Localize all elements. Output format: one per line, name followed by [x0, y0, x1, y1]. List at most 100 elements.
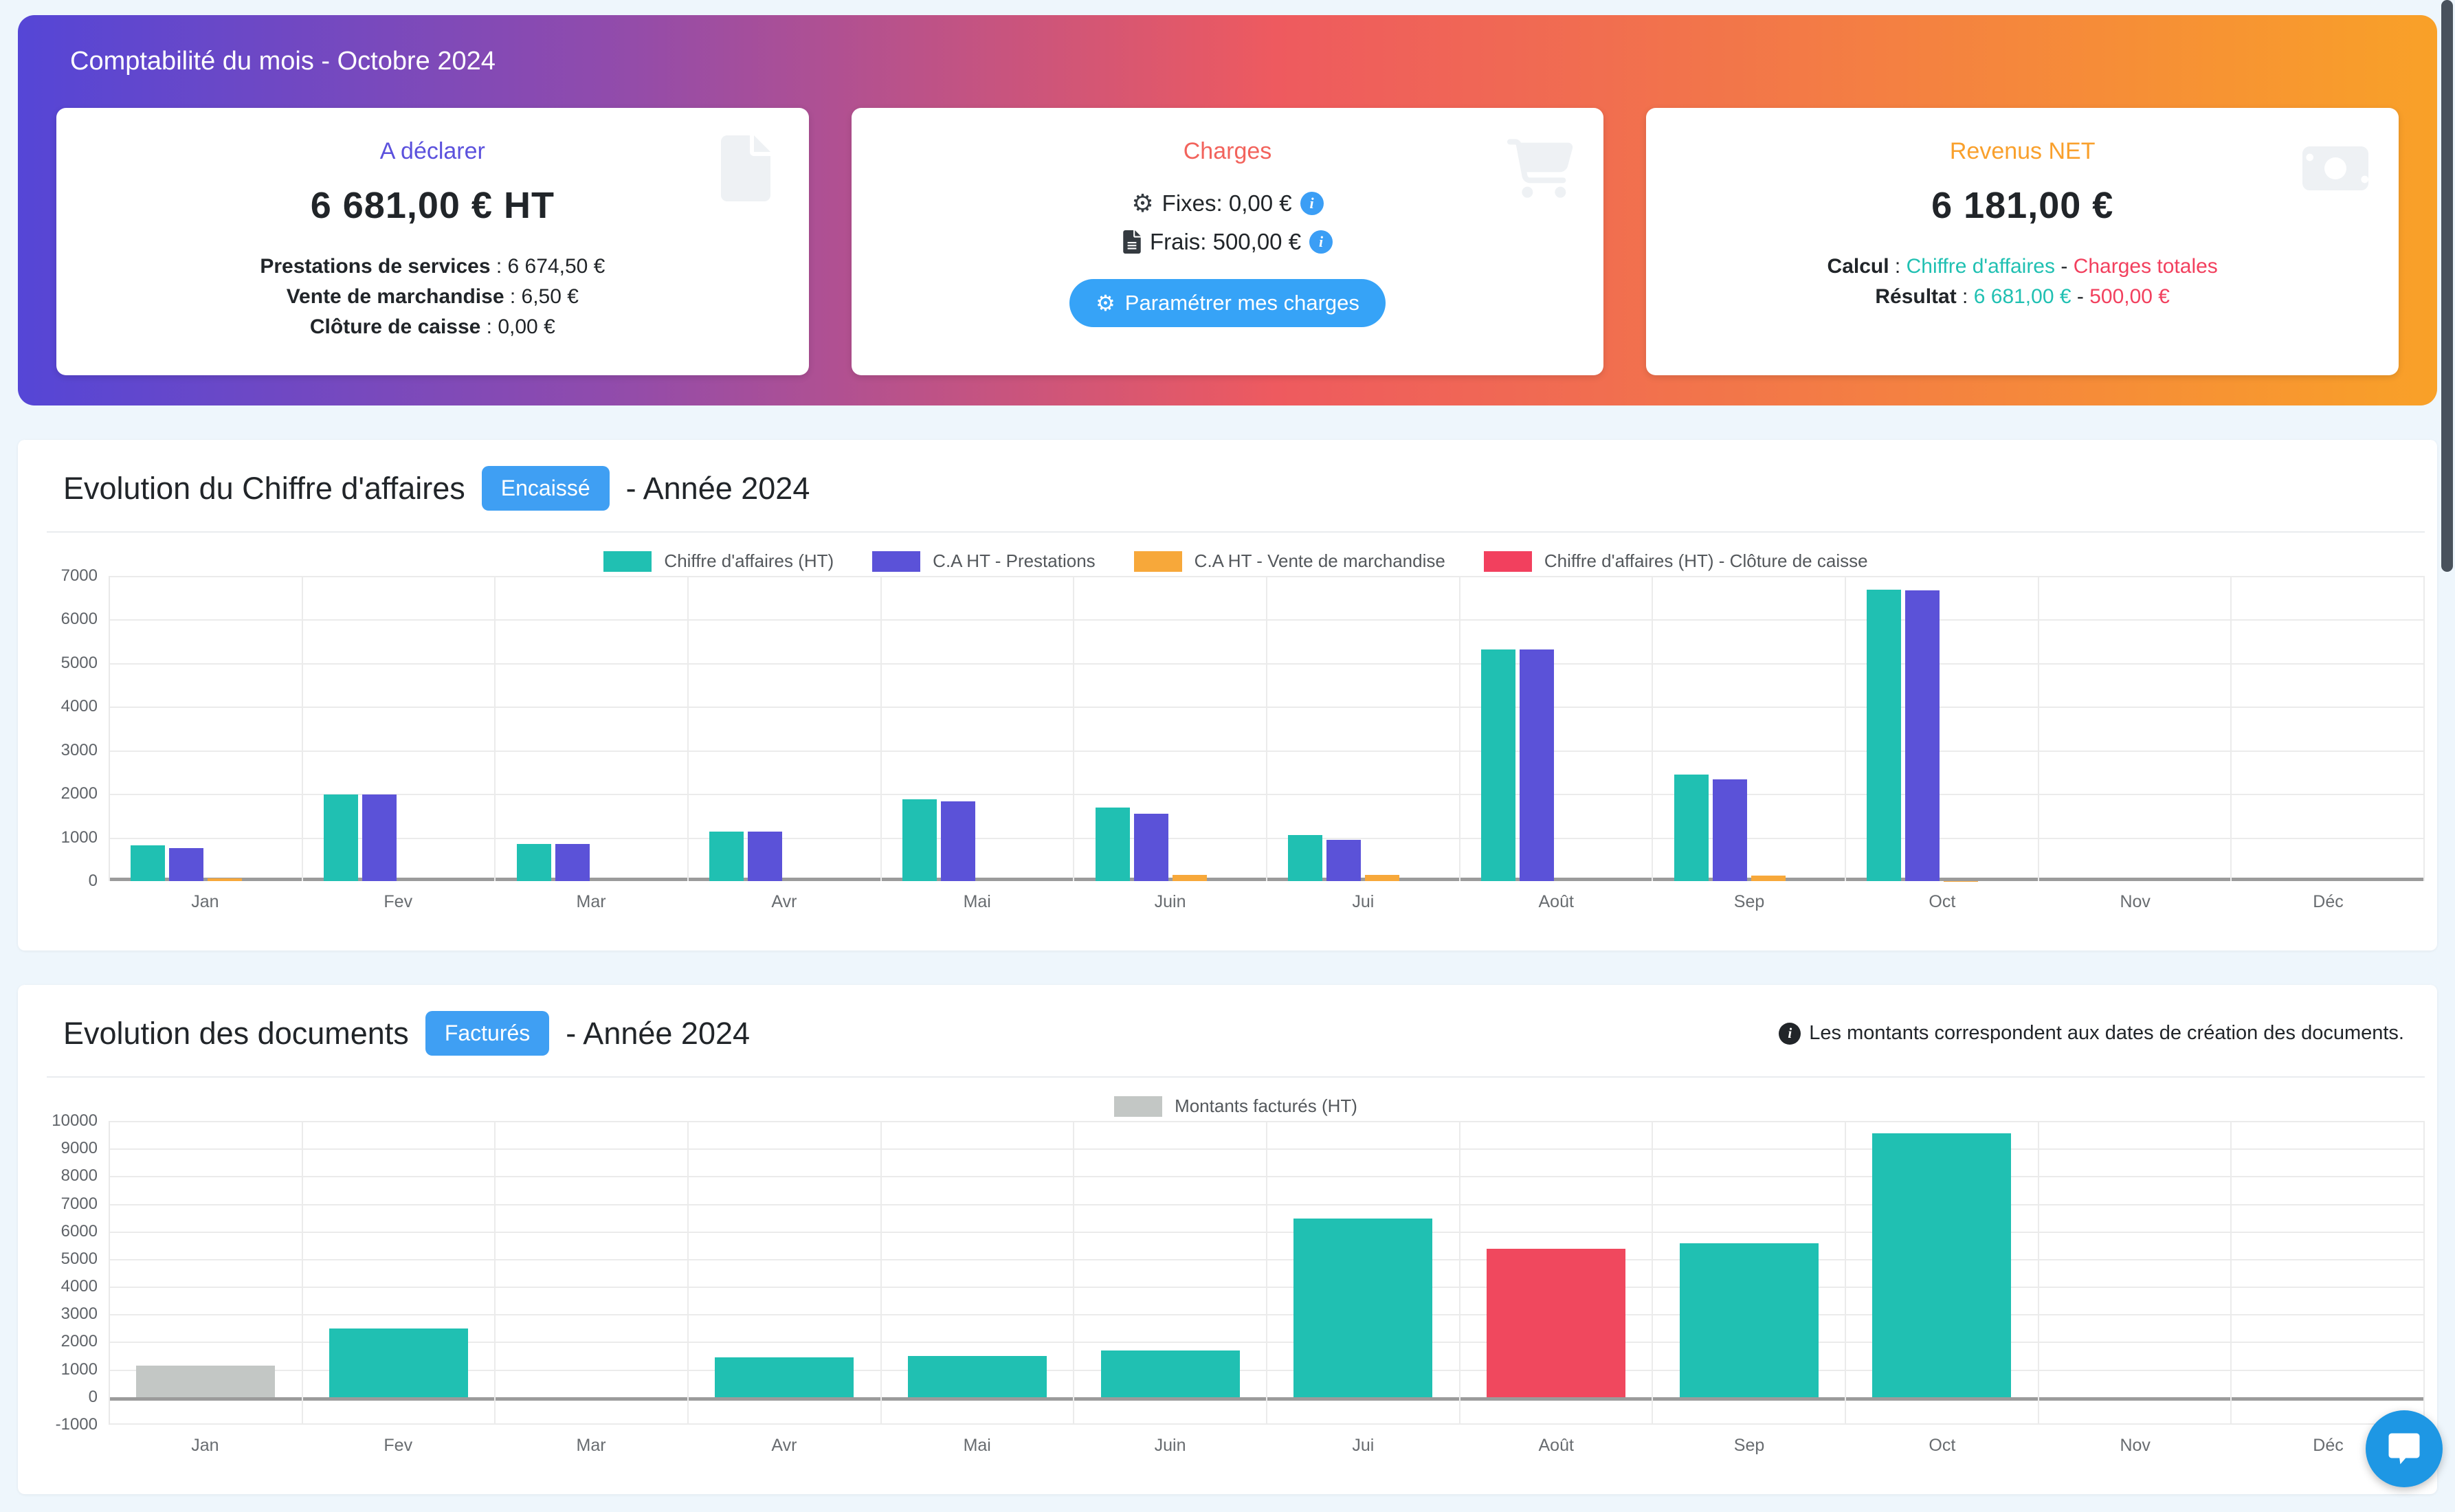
- x-tick-label: Août: [1460, 892, 1653, 912]
- month-slot-fev: [303, 576, 496, 881]
- bar-cell: [1093, 1350, 1247, 1397]
- section-title-ca: Evolution du Chiffre d'affaires Encaissé…: [63, 466, 810, 511]
- bar-cell: [1286, 1219, 1441, 1397]
- bar-cell: [322, 1328, 476, 1397]
- scrollbar-thumb[interactable]: [2441, 0, 2453, 572]
- month-slot-avr: [689, 576, 882, 881]
- gear-icon: ⚙: [1131, 184, 1153, 223]
- bar-cell: [1749, 876, 1788, 881]
- badge-encaisse[interactable]: Encaissé: [482, 466, 610, 511]
- bar: [1674, 775, 1709, 881]
- month-slot-mai: [882, 576, 1075, 881]
- legend-item[interactable]: C.A HT - Vente de marchandise: [1134, 551, 1445, 572]
- chart-chiffre-affaires: Chiffre d'affaires (HT) C.A HT - Prestati…: [47, 551, 2425, 912]
- x-tick-label: Juin: [1074, 892, 1267, 912]
- bar-group: [689, 832, 880, 881]
- bar: [748, 832, 782, 881]
- bar: [908, 1356, 1047, 1397]
- bar-cell: [707, 832, 746, 881]
- bar: [362, 794, 397, 881]
- bar-cell: [1093, 808, 1132, 881]
- bar-group: [1653, 1243, 1845, 1397]
- y-tick-label: 5000: [61, 654, 98, 673]
- y-tick-label: 0: [89, 1388, 98, 1407]
- bar: [941, 801, 975, 881]
- section-documents: Evolution des documents Facturés - Année…: [18, 985, 2437, 1494]
- x-tick-label: Juin: [1074, 1436, 1267, 1456]
- legend-item[interactable]: Chiffre d'affaires (HT): [603, 551, 834, 572]
- info-icon[interactable]: i: [1309, 230, 1333, 254]
- bar-group: [110, 845, 302, 881]
- bar-cell: [515, 844, 553, 881]
- bar-cell: [553, 844, 592, 881]
- x-tick-label: Oct: [1845, 892, 2039, 912]
- month-slot-nov: [2039, 1121, 2232, 1425]
- bar-cell: [167, 848, 205, 881]
- legend-item[interactable]: Montants facturés (HT): [1114, 1096, 1357, 1117]
- bar-cell: [360, 794, 399, 881]
- info-icon[interactable]: i: [1300, 192, 1324, 215]
- bar: [1751, 876, 1786, 881]
- bar-cell: [129, 845, 167, 881]
- plot-area: [109, 576, 2425, 881]
- month-slot-juin: [1074, 576, 1267, 881]
- x-tick-label: Oct: [1845, 1436, 2039, 1456]
- legend-item[interactable]: Chiffre d'affaires (HT) - Clôture de cai…: [1484, 551, 1868, 572]
- month-slot-juin: [1074, 1121, 1267, 1425]
- cart-icon: [1507, 135, 1573, 201]
- month-slot-déc: [2232, 576, 2425, 881]
- configure-charges-button[interactable]: ⚙ Paramétrer mes charges: [1069, 279, 1386, 327]
- card-revenus-net: Revenus NET 6 181,00 € Calcul : Chiffre …: [1646, 108, 2399, 375]
- bar-cell: [205, 878, 244, 881]
- month-slot-déc: [2232, 1121, 2425, 1425]
- bar-cell: [1324, 840, 1363, 881]
- y-tick-label: 3000: [61, 1304, 98, 1324]
- legend-item[interactable]: C.A HT - Prestations: [872, 551, 1096, 572]
- plot-area: [109, 1121, 2425, 1425]
- bar-group: [110, 1366, 302, 1397]
- month-slot-oct: [1846, 1121, 2039, 1425]
- chat-widget-button[interactable]: [2366, 1410, 2443, 1487]
- bar-cell: [746, 832, 784, 881]
- y-tick-label: 9000: [61, 1139, 98, 1158]
- x-tick-label: Avr: [687, 1436, 880, 1456]
- bar-cell: [1672, 775, 1711, 881]
- y-tick-label: 10000: [52, 1111, 98, 1131]
- x-tick-label: Fev: [302, 892, 495, 912]
- slots: [110, 1121, 2425, 1425]
- bar: [1481, 649, 1515, 881]
- bar-cell: [1132, 814, 1170, 881]
- bar-cell: [1903, 590, 1942, 881]
- y-tick-label: 1000: [61, 828, 98, 847]
- bar: [517, 844, 551, 881]
- bar-group: [303, 1328, 495, 1397]
- revenus-resultat-line: Résultat : 6 681,00 € - 500,00 €: [1674, 282, 2371, 312]
- bar: [1872, 1133, 2011, 1397]
- card-charges: Charges ⚙ Fixes: 0,00 € i Frais: 500,00 …: [852, 108, 1604, 375]
- bar-group: [1267, 835, 1459, 881]
- month-slot-août: [1460, 576, 1654, 881]
- month-slot-fev: [303, 1121, 496, 1425]
- chart-legend: Montants facturés (HT): [47, 1096, 2425, 1117]
- bar-cell: [129, 1366, 283, 1397]
- bar: [169, 848, 203, 881]
- bar-group: [1074, 808, 1266, 881]
- bar: [1905, 590, 1940, 881]
- revenus-calcul-line: Calcul : Chiffre d'affaires - Charges to…: [1674, 252, 2371, 282]
- month-slot-jan: [110, 576, 303, 881]
- y-tick-label: 6000: [61, 1222, 98, 1241]
- y-tick-label: 7000: [61, 566, 98, 586]
- month-slot-mai: [882, 1121, 1075, 1425]
- bar-group: [1460, 1249, 1652, 1397]
- x-tick-label: Sep: [1653, 1436, 1846, 1456]
- documents-note: i Les montants correspondent aux dates d…: [1779, 1022, 2404, 1045]
- bar-group: [882, 799, 1074, 881]
- bar: [1096, 808, 1130, 881]
- legend-swatch: [1484, 551, 1532, 572]
- badge-factures[interactable]: Facturés: [425, 1011, 549, 1056]
- bar-group: [1846, 1133, 2038, 1397]
- file-icon: [713, 135, 779, 201]
- card-title-a-declarer: A déclarer: [84, 138, 781, 165]
